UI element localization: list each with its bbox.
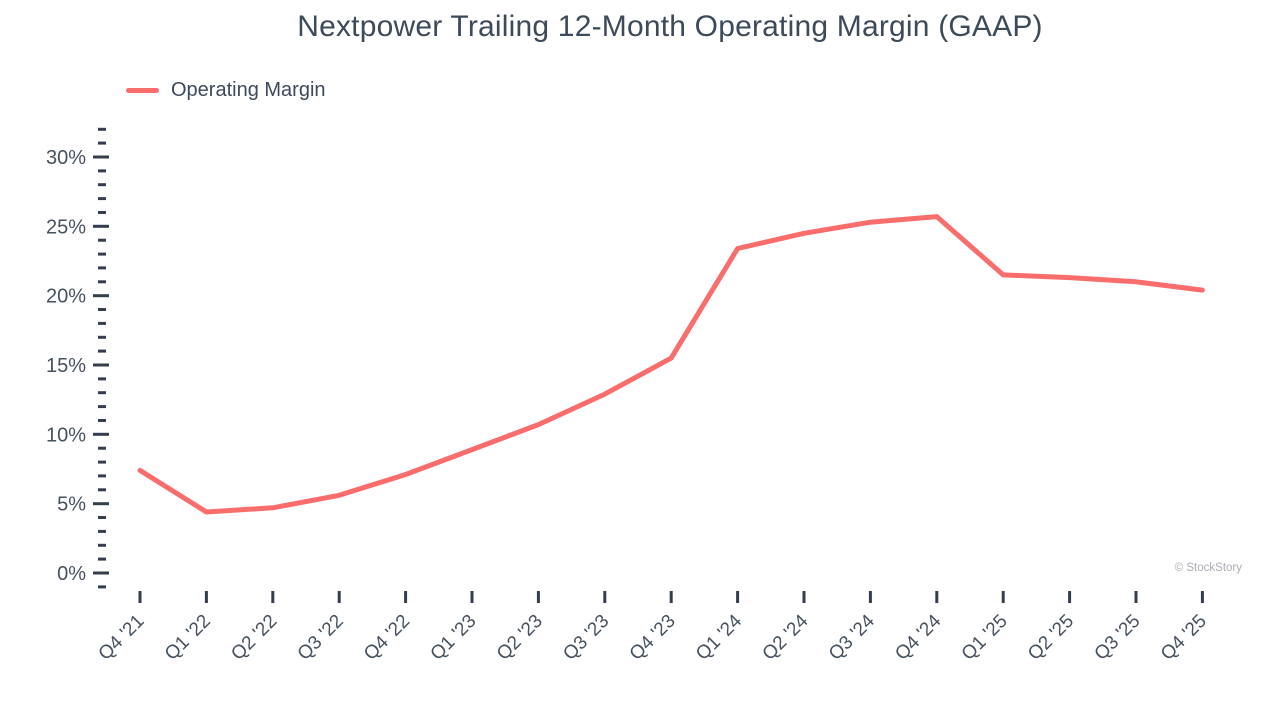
legend-label: Operating Margin	[171, 79, 326, 101]
x-tick-label: Q2 '25	[1024, 611, 1078, 665]
x-tick-label: Q3 '24	[825, 610, 879, 664]
x-tick-label: Q1 '23	[427, 611, 481, 665]
x-tick-label: Q2 '23	[493, 611, 547, 665]
series-line-operating-margin	[137, 214, 1205, 515]
chart-title: Nextpower Trailing 12-Month Operating Ma…	[297, 10, 1043, 43]
x-tick-label: Q4 '21	[95, 611, 149, 665]
legend: Operating Margin	[126, 79, 326, 102]
x-tick-label: Q3 '23	[559, 611, 613, 665]
x-tick-label: Q1 '24	[692, 610, 746, 664]
watermark: © StockStory	[1174, 562, 1242, 574]
x-axis: Q4 '21 Q1 '22 Q2 '22 Q3 '22 Q4 '22 Q1 '23 Q2 '…	[95, 591, 1211, 665]
x-tick-label: Q2 '24	[759, 610, 813, 664]
y-tick-label: 15%	[46, 355, 86, 377]
y-tick-label: 25%	[46, 216, 86, 238]
y-tick-label: 30%	[46, 147, 86, 169]
x-tick-label: Q4 '25	[1157, 611, 1211, 665]
x-tick-label: Q3 '25	[1091, 611, 1145, 665]
x-tick-label: Q3 '22	[294, 611, 348, 665]
x-tick-label: Q2 '22	[227, 611, 281, 665]
y-tick-label: 20%	[46, 286, 86, 308]
x-tick-label: Q4 '24	[891, 610, 945, 664]
x-tick-label: Q4 '22	[360, 611, 414, 665]
x-tick-label: Q1 '22	[161, 611, 215, 665]
y-tick-label: 10%	[46, 424, 86, 446]
y-tick-label: 0%	[57, 563, 86, 585]
x-tick-label: Q1 '25	[958, 611, 1012, 665]
legend-line-swatch	[126, 87, 159, 94]
y-tick-label: 5%	[57, 494, 86, 516]
y-axis: 0% 5% 10% 15% 20% 25% 30%	[46, 127, 109, 589]
x-tick-label: Q4 '23	[626, 611, 680, 665]
